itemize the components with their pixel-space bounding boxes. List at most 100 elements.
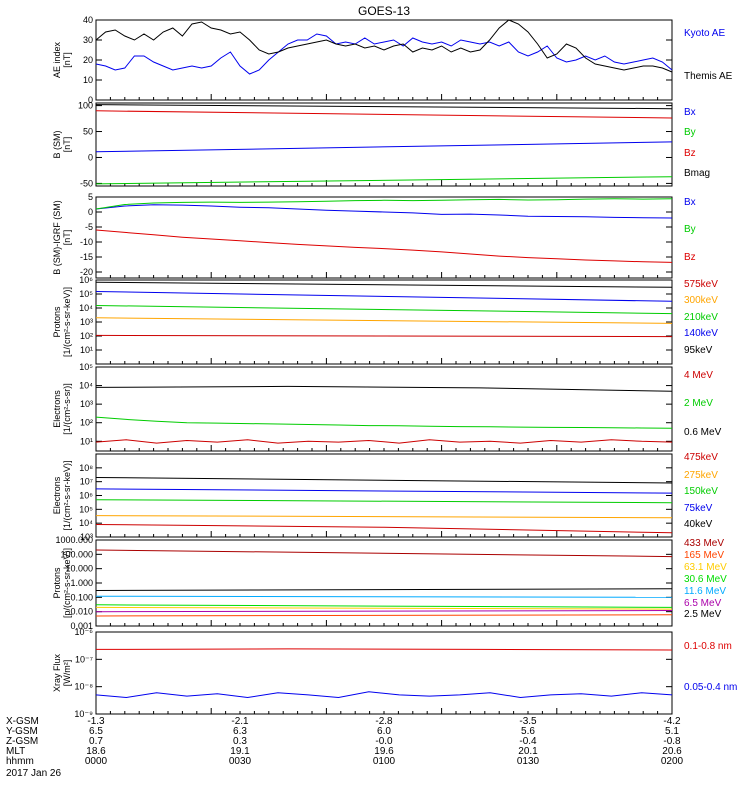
series-line: [95, 305, 673, 315]
legend-entry: 275keV: [684, 470, 718, 481]
series-line: [95, 110, 673, 119]
y-tick-label: 10.000: [65, 564, 93, 574]
panel-frame: [95, 19, 673, 101]
x-axis-value: -2.8: [375, 716, 393, 727]
y-tick-label: 10²: [80, 331, 93, 341]
y-tick-label: 10⁷: [80, 477, 93, 487]
series-line: [95, 614, 673, 617]
panel-protons: 10¹ 10² 10³ 10⁴ 10⁵ 10⁶ Protons [1/(cm²-s-sr-ke…: [52, 275, 718, 365]
x-axis-value: 6.0: [377, 726, 391, 737]
series-line: [95, 439, 673, 444]
x-axis-value: -0.0: [375, 736, 393, 747]
panel-b_sm: -50 0 50 100 B (SM) [nT] Bx By Bz Bmag: [52, 101, 710, 189]
y-tick-label: 10²: [80, 418, 93, 428]
series-line: [95, 334, 673, 338]
series-line: [95, 691, 673, 699]
legend-entry: 2 MeV: [684, 398, 713, 409]
series-line: [95, 204, 673, 219]
x-axis-row-label: X-GSM: [6, 716, 39, 727]
x-axis-value: 0.7: [89, 736, 103, 747]
y-tick-label: 10³: [80, 317, 93, 327]
legend-entry: Themis AE: [684, 71, 733, 82]
legend-entry: 75keV: [684, 503, 713, 514]
series-line: [95, 515, 673, 519]
series-line: [95, 229, 673, 263]
y-tick-label: 1000.000: [55, 535, 93, 545]
figure-title: GOES-13: [358, 4, 410, 18]
y-tick-label: 100.000: [60, 549, 93, 559]
y-tick-label: -10: [80, 237, 93, 247]
x-axis-value: 20.1: [518, 746, 538, 757]
series-line: [95, 33, 673, 75]
series-line: [95, 198, 673, 210]
y-tick-label: 50: [83, 127, 93, 137]
x-axis-value: -1.3: [87, 716, 105, 727]
x-axis-value: 0200: [661, 756, 684, 767]
x-axis-value: 5.1: [665, 726, 679, 737]
series-line: [95, 604, 673, 608]
y-tick-label: 10⁸: [79, 463, 93, 473]
y-axis-label: [p/(cm²-s-sr-keV)]: [62, 548, 72, 618]
x-axis-value: 19.6: [374, 746, 394, 757]
legend-entry: 165 MeV: [684, 550, 724, 561]
y-tick-label: 5: [88, 192, 93, 202]
x-axis-value: -0.4: [519, 736, 537, 747]
series-line: [95, 176, 673, 185]
legend-entry: Bz: [684, 252, 696, 263]
y-tick-label: 10¹: [80, 436, 93, 446]
x-axis-value: 0030: [229, 756, 252, 767]
y-tick-label: 0: [88, 152, 93, 162]
y-tick-label: 10¹: [80, 345, 93, 355]
x-axis-row-label: Y-GSM: [6, 726, 38, 737]
panel-protons_mev: 0.001 0.010 0.100 1.000 10.000 100.000 1000.00…: [52, 535, 727, 631]
series-line: [95, 104, 673, 110]
series-line: [95, 499, 673, 504]
y-axis-label: Protons: [52, 567, 62, 599]
legend-entry: Bx: [684, 107, 696, 118]
legend-entry: 0.6 MeV: [684, 427, 722, 438]
legend-entry: 63.1 MeV: [684, 562, 727, 573]
x-axis-row-label: Z-GSM: [6, 736, 38, 747]
series-line: [95, 588, 673, 591]
legend-entry: Bz: [684, 148, 696, 159]
legend-entry: 2.5 MeV: [684, 609, 722, 620]
legend-entry: 475keV: [684, 452, 718, 463]
x-axis-row-label: hhmm: [6, 756, 34, 767]
y-tick-label: 20: [83, 55, 93, 65]
x-axis-value: -2.1: [231, 716, 249, 727]
legend-entry: 11.6 MeV: [684, 586, 726, 597]
x-axis-row-label: MLT: [6, 746, 25, 757]
panel-frame: [95, 366, 673, 452]
series-line: [95, 488, 673, 494]
y-tick-label: 30: [83, 35, 93, 45]
x-axis-value: -4.2: [663, 716, 681, 727]
x-axis-value: -0.8: [663, 736, 681, 747]
y-tick-label: 10⁶: [79, 491, 93, 501]
y-tick-label: 0: [88, 95, 93, 105]
x-axis-value: 6.3: [233, 726, 247, 737]
panel-frame: [95, 453, 673, 538]
y-tick-label: 10⁴: [79, 303, 93, 313]
series-line: [95, 549, 673, 558]
y-tick-label: 0.100: [70, 592, 93, 602]
x-axis-value: 0130: [517, 756, 540, 767]
y-tick-label: 100: [78, 101, 93, 111]
series-line: [95, 524, 673, 534]
y-axis-label: Protons: [52, 306, 62, 338]
y-tick-label: -50: [80, 178, 93, 188]
x-axis-value: 5.6: [521, 726, 535, 737]
y-axis-label: [1/(cm²-s-sr-keV)]: [62, 287, 72, 357]
x-axis-value: 19.1: [230, 746, 250, 757]
y-tick-label: 10⁴: [79, 518, 93, 528]
x-axis-value: 6.5: [89, 726, 103, 737]
y-axis-label: B (SM): [52, 130, 62, 158]
x-axis-value: 0.3: [233, 736, 247, 747]
legend-entry: 40keV: [684, 519, 713, 530]
y-axis-label: Electrons: [52, 476, 62, 514]
legend-entry: By: [684, 127, 696, 138]
legend-entry: Kyoto AE: [684, 28, 725, 39]
series-line: [95, 648, 673, 651]
y-tick-label: 1.000: [70, 578, 93, 588]
y-axis-label: AE index: [52, 41, 62, 78]
